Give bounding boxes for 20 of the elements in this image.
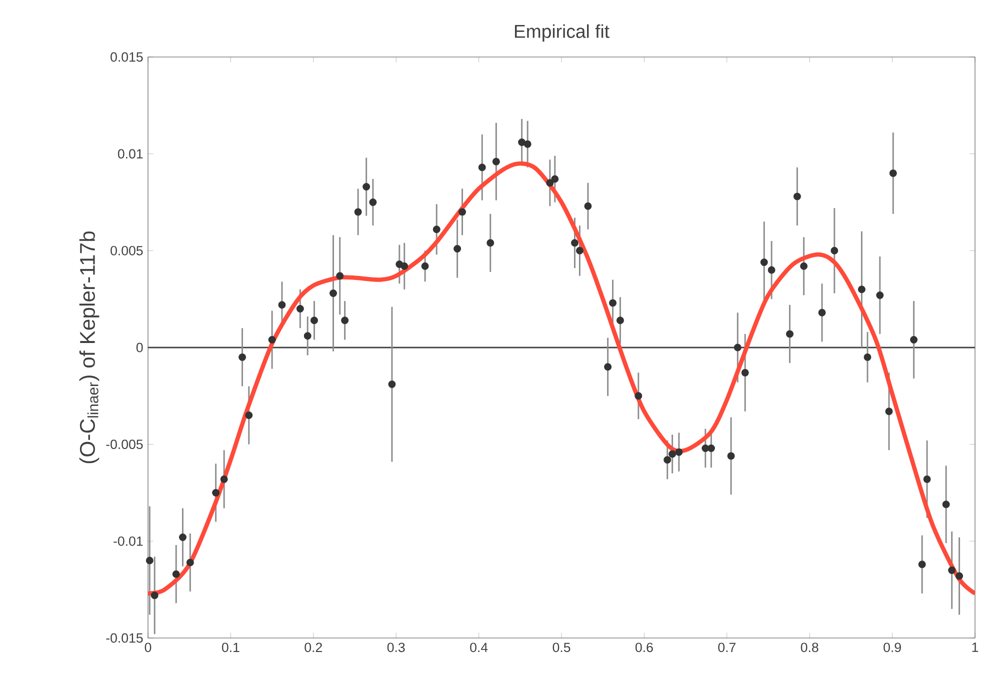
- x-tick-label: 0.2: [304, 642, 322, 652]
- x-tick-label: 0.5: [552, 642, 570, 652]
- y-axis-title: (O-C$_{linaer}$) of Kepler-117b: [79, 231, 100, 464]
- y-tick-label: 0.015: [110, 52, 143, 62]
- x-tick-label: 0.8: [800, 642, 818, 652]
- x-tick-label: 0: [144, 642, 152, 652]
- x-tick-label: 0.1: [222, 642, 240, 652]
- x-tick-label: 0.4: [470, 642, 488, 652]
- y-tick-label: 0.01: [118, 149, 143, 159]
- chart-title: Empirical fit: [514, 24, 610, 42]
- y-tick-label: 0.005: [110, 246, 143, 256]
- x-tick-label: 0.3: [387, 642, 405, 652]
- y-tick-label: 0: [136, 342, 143, 352]
- y-tick-label: -0.005: [106, 440, 143, 450]
- y-tick-label: -0.015: [106, 633, 143, 643]
- x-tick-label: 1: [972, 642, 978, 652]
- x-tick-label: 0.6: [635, 642, 653, 652]
- y-tick-label: -0.01: [114, 536, 143, 546]
- x-tick-label: 0.7: [718, 642, 736, 652]
- x-tick-label: 0.9: [884, 642, 901, 652]
